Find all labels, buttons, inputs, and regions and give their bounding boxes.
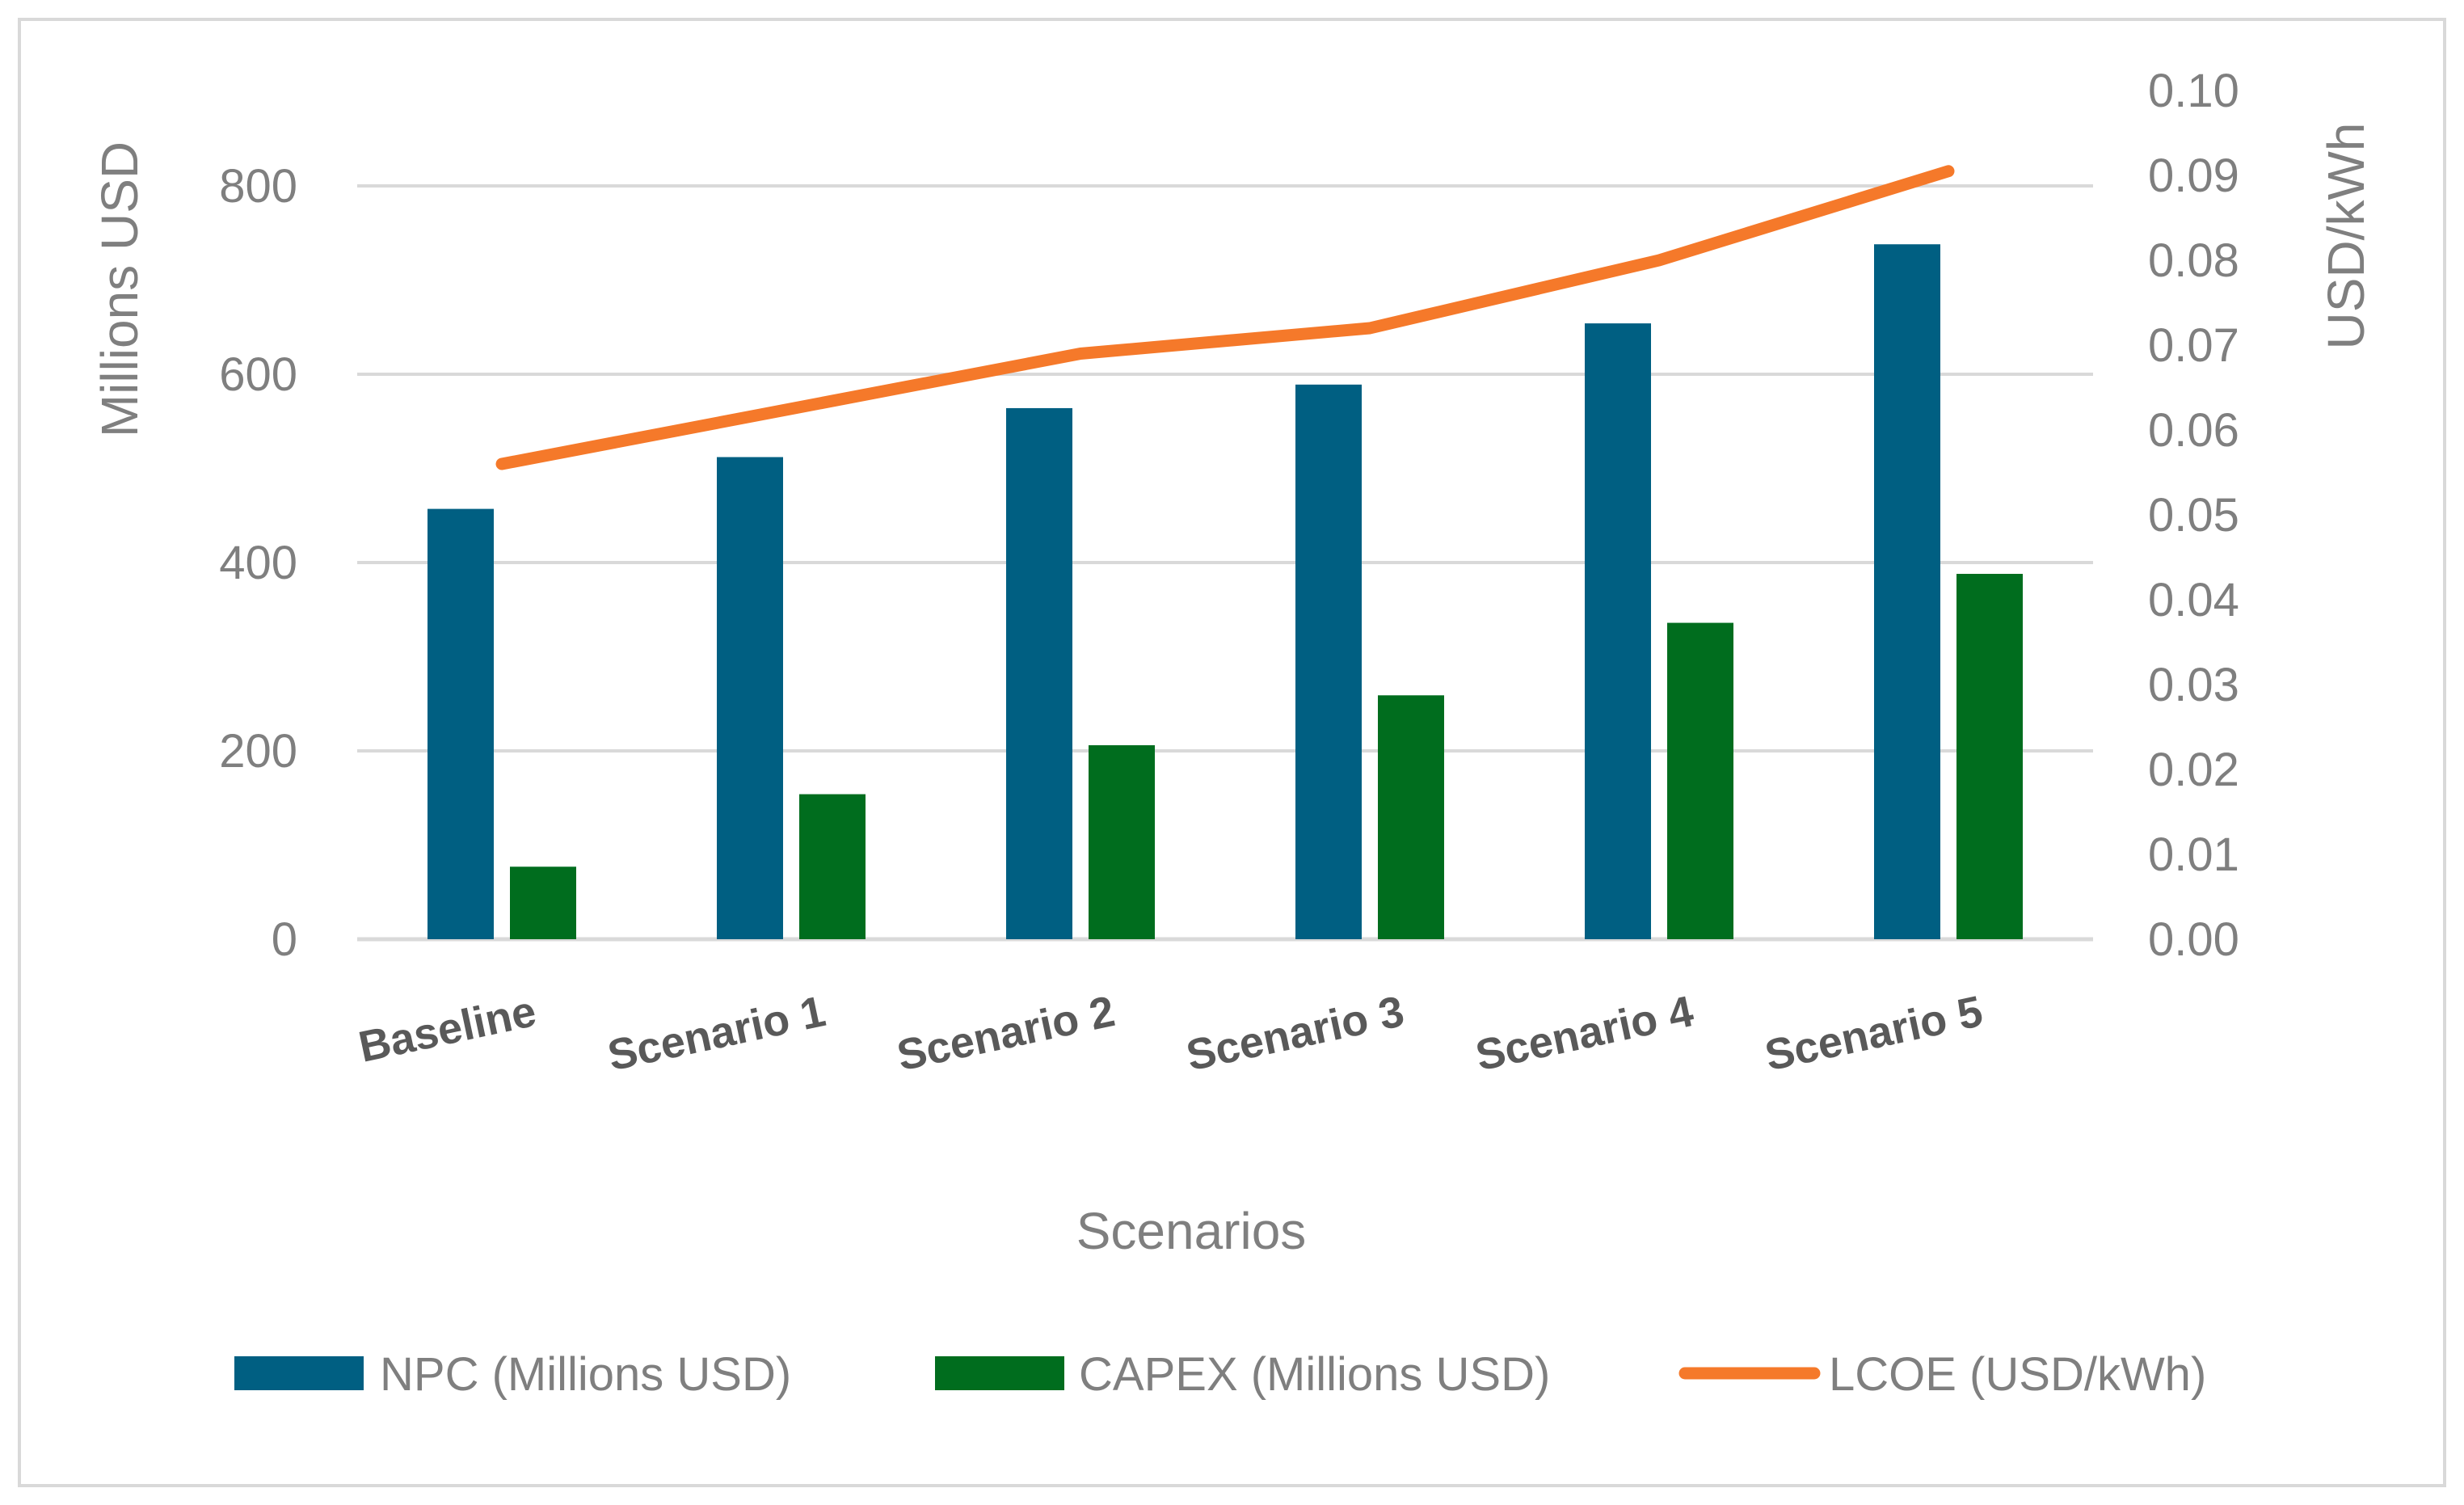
npc-bar (1585, 323, 1651, 940)
npc-bar (1006, 407, 1072, 939)
right-tick-label: 0.07 (2148, 319, 2239, 372)
category-label: Scenario 3 (1182, 987, 1409, 1080)
capex-bar (1089, 745, 1155, 939)
lcoe-line-layer (495, 165, 1955, 470)
right-tick-label: 0.05 (2148, 489, 2239, 542)
left-tick-label: 200 (219, 725, 297, 778)
category-label: Scenario 1 (604, 987, 830, 1080)
right-tick-label: 0.00 (2148, 913, 2239, 966)
legend: NPC (Millions USD) CAPEX (Millions USD) … (234, 1348, 2206, 1401)
right-tick-label: 0.03 (2148, 659, 2239, 711)
right-tick-label: 0.10 (2148, 65, 2239, 117)
category-label: Scenario 2 (893, 987, 1119, 1080)
legend-swatch-capex (935, 1356, 1064, 1390)
npc-bar (1295, 384, 1362, 939)
npc-bar (1874, 244, 1940, 940)
npc-bar (717, 457, 783, 939)
lcoe-line (495, 165, 1955, 470)
left-tick-label: 400 (219, 537, 297, 589)
legend-label-lcoe: LCOE (USD/kWh) (1829, 1348, 2206, 1401)
left-tick-label: 0 (272, 913, 297, 966)
right-tick-label: 0.06 (2148, 404, 2239, 457)
right-tick-label: 0.04 (2148, 574, 2239, 626)
y-axis-title: Millions USD (91, 141, 149, 437)
category-label: Scenario 5 (1761, 987, 1987, 1080)
right-tick-label: 0.09 (2148, 150, 2239, 202)
npc-bar (428, 508, 494, 939)
right-axis-ticks: 0.00 0.01 0.02 0.03 0.04 0.05 0.06 0.07 0.08 0.09… (2148, 65, 2239, 966)
category-labels: Baseline Scenario 1 Scenario 2 Scenario 3 Sc… (355, 987, 1987, 1080)
category-label: Baseline (355, 987, 541, 1072)
gridlines (357, 184, 2093, 942)
left-axis-ticks: 0 200 400 600 800 (219, 160, 297, 966)
y2-axis-title: USD/kWh (2317, 123, 2375, 350)
right-tick-label: 0.01 (2148, 828, 2239, 881)
legend-label-capex: CAPEX (Millions USD) (1079, 1348, 1550, 1401)
legend-label-npc: NPC (Millions USD) (380, 1348, 791, 1401)
capex-bar (1378, 695, 1444, 939)
bars (428, 244, 2023, 940)
capex-bar (1956, 573, 2023, 939)
x-axis-title: Scenarios (1076, 1202, 1307, 1260)
right-tick-label: 0.02 (2148, 744, 2239, 796)
left-tick-label: 600 (219, 348, 297, 401)
capex-bar (799, 794, 866, 939)
capex-bar (510, 866, 576, 939)
category-label: Scenario 4 (1472, 987, 1698, 1080)
right-tick-label: 0.08 (2148, 234, 2239, 287)
legend-swatch-npc (234, 1356, 364, 1390)
capex-bar (1667, 622, 1733, 939)
left-tick-label: 800 (219, 160, 297, 213)
